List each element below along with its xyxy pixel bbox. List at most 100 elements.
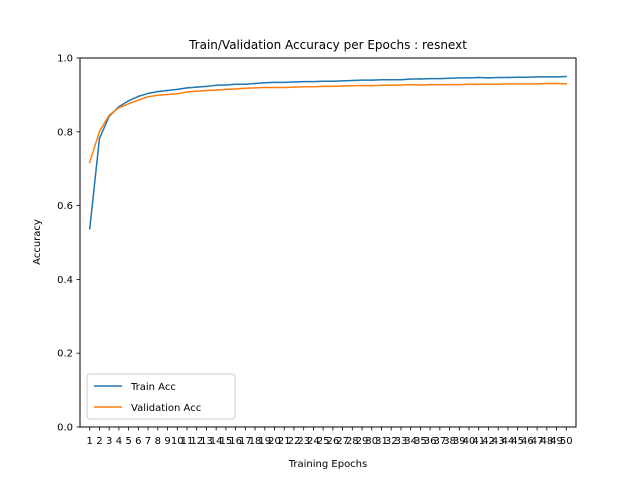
x-tick-label: 24 [307, 436, 320, 447]
legend: Train Acc Validation Acc [86, 373, 236, 420]
chart-title: Train/Validation Accuracy per Epochs : r… [188, 38, 467, 52]
data-point-validation-acc [487, 83, 490, 85]
data-point-train-acc [195, 86, 198, 88]
data-point-validation-acc [468, 83, 470, 85]
data-point-train-acc [341, 80, 344, 82]
data-point-validation-acc [458, 83, 461, 86]
data-point-train-acc [487, 77, 490, 79]
x-tick-label: 44 [502, 436, 515, 447]
x-tick-label: 2 [96, 436, 102, 447]
data-point-validation-acc [507, 83, 509, 85]
data-point-validation-acc [215, 89, 217, 91]
data-point-train-acc [546, 76, 548, 78]
data-point-train-acc [526, 76, 529, 78]
data-point-validation-acc [127, 102, 130, 105]
data-point-train-acc [176, 88, 179, 91]
data-point-validation-acc [195, 90, 198, 93]
x-tick-label: 30 [365, 436, 378, 447]
x-tick-label: 5 [125, 436, 131, 447]
data-point-validation-acc [205, 89, 208, 92]
y-tick-label: 0.4 [57, 275, 73, 286]
x-tick-label: 45 [511, 436, 524, 447]
data-point-validation-acc [429, 83, 431, 86]
data-point-validation-acc [283, 86, 286, 89]
legend-box [86, 373, 236, 420]
data-point-train-acc [147, 92, 149, 95]
x-tick-label: 48 [540, 436, 553, 447]
x-tick-label: 18 [249, 436, 262, 447]
x-tick-label: 13 [200, 436, 213, 447]
data-point-validation-acc [332, 85, 334, 88]
data-point-validation-acc [157, 94, 159, 97]
x-axis-label: Training Epochs [288, 459, 367, 470]
data-point-validation-acc [390, 84, 393, 87]
data-point-validation-acc [546, 82, 548, 85]
data-point-validation-acc [341, 85, 344, 87]
data-point-train-acc [312, 80, 315, 83]
legend-label-train: Train Acc [130, 382, 176, 393]
data-point-train-acc [283, 81, 286, 84]
data-point-train-acc [507, 76, 509, 79]
x-tick-label: 49 [550, 436, 563, 447]
data-point-train-acc [215, 84, 217, 87]
data-point-train-acc [273, 81, 276, 84]
x-tick-label: 22 [288, 436, 301, 447]
data-point-train-acc [98, 137, 101, 140]
data-point-train-acc [477, 76, 480, 79]
x-tick-label: 14 [210, 436, 223, 447]
x-tick-label: 36 [424, 436, 437, 447]
data-point-train-acc [88, 228, 91, 230]
data-point-train-acc [536, 76, 538, 78]
x-tick-label: 38 [443, 436, 456, 447]
data-point-validation-acc [293, 86, 295, 88]
data-point-validation-acc [536, 83, 538, 85]
data-point-validation-acc [244, 87, 247, 90]
data-point-train-acc [186, 87, 188, 89]
data-point-train-acc [380, 78, 383, 81]
data-point-train-acc [205, 85, 208, 88]
legend-label-validation: Validation Acc [131, 403, 201, 414]
data-point-validation-acc [497, 83, 500, 85]
data-point-validation-acc [380, 84, 383, 87]
data-point-train-acc [332, 80, 334, 83]
x-tick-label: 28 [346, 436, 359, 447]
data-point-train-acc [516, 76, 519, 78]
data-point-validation-acc [302, 85, 305, 88]
x-tick-label: 21 [278, 436, 291, 447]
data-point-train-acc [439, 77, 441, 80]
data-point-validation-acc [312, 85, 315, 88]
x-tick-label: 35 [414, 436, 427, 447]
y-axis-label: Accuracy [32, 219, 43, 265]
x-tick-label: 27 [336, 436, 349, 447]
data-point-validation-acc [409, 83, 412, 86]
series-lines [88, 75, 568, 230]
data-point-train-acc [302, 80, 305, 83]
x-tick-label: 11 [181, 436, 194, 447]
y-tick-label: 0.8 [57, 127, 73, 138]
data-point-validation-acc [118, 107, 120, 109]
data-point-validation-acc [448, 83, 451, 86]
x-tick-label: 33 [395, 436, 408, 447]
x-tick-label: 50 [560, 436, 573, 447]
data-point-train-acc [322, 80, 324, 83]
data-point-validation-acc [370, 84, 373, 87]
data-point-train-acc [157, 90, 159, 93]
data-point-validation-acc [526, 83, 529, 85]
data-point-validation-acc [439, 83, 441, 86]
x-tick-label: 43 [492, 436, 505, 447]
data-point-validation-acc [419, 84, 422, 86]
data-point-train-acc [263, 81, 266, 84]
data-point-train-acc [137, 95, 140, 98]
series-line-train-acc [88, 75, 567, 229]
y-tick-label: 1.0 [57, 54, 73, 65]
x-tick-label: 9 [164, 436, 170, 447]
data-point-validation-acc [555, 82, 558, 85]
data-point-train-acc [419, 78, 422, 80]
y-axis: 0.0 0.2 0.4 0.6 0.8 1.0 [57, 54, 80, 434]
x-tick-label: 34 [404, 436, 417, 447]
data-point-train-acc [458, 77, 461, 79]
data-point-train-acc [361, 79, 363, 81]
x-tick-label: 31 [375, 436, 388, 447]
x-tick-label: 19 [258, 436, 271, 447]
